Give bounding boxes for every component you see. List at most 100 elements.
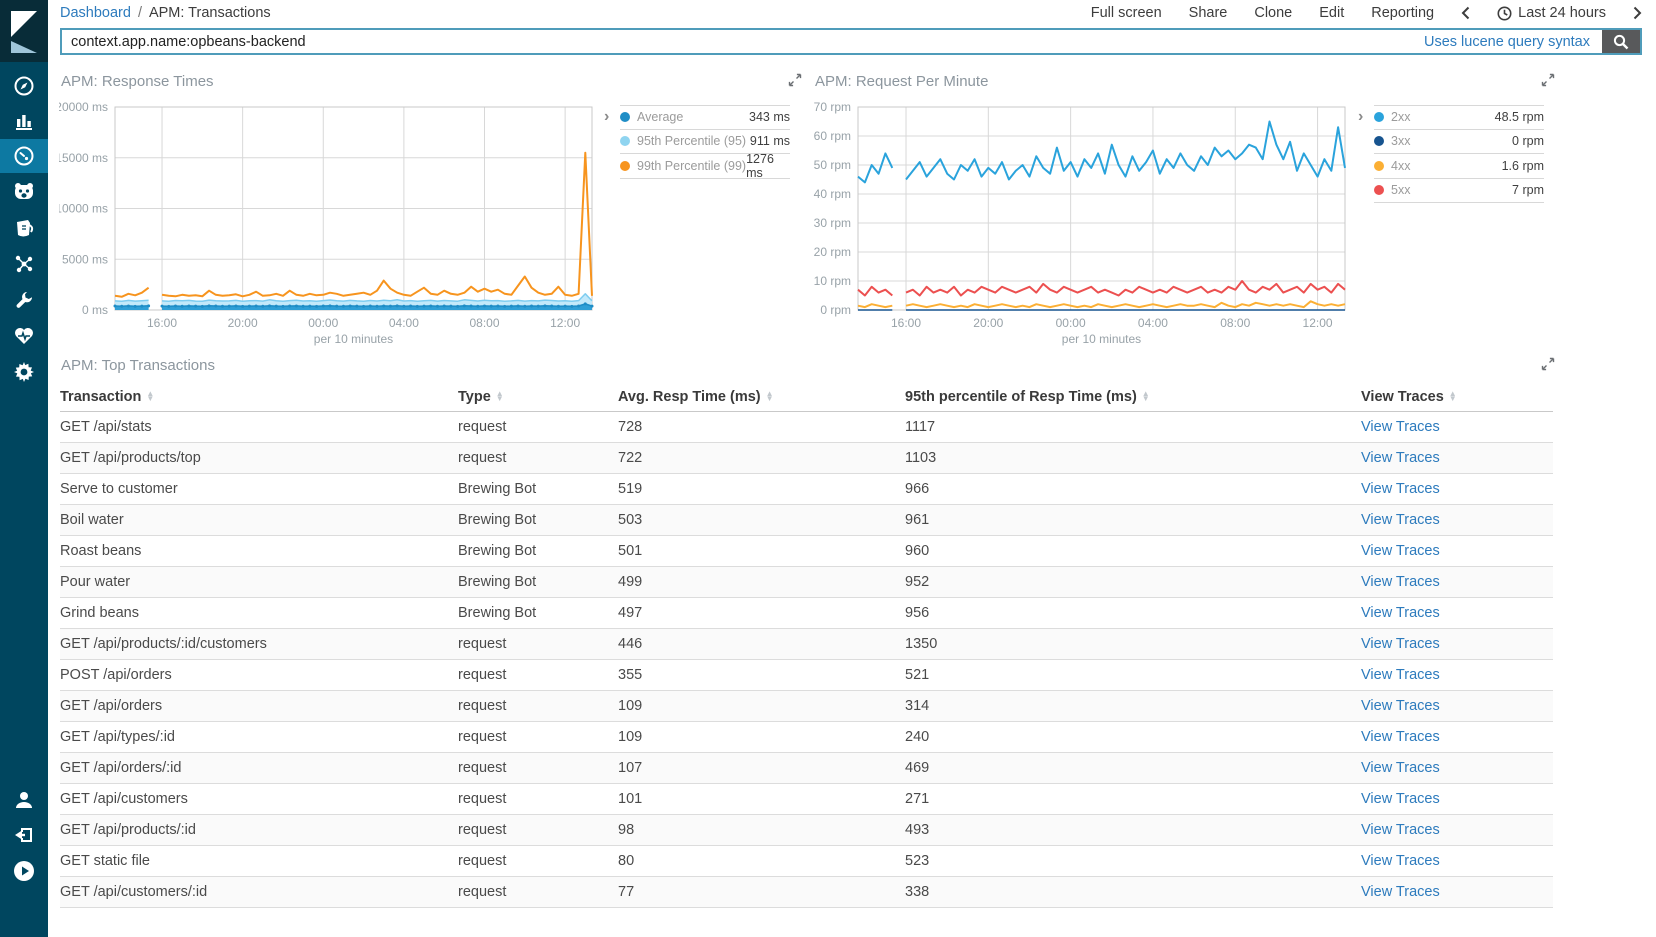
cell-type: request xyxy=(458,450,507,466)
view-traces-link[interactable]: View Traces xyxy=(1361,512,1440,528)
sidebar-item-discover[interactable] xyxy=(0,69,48,103)
cell-transaction: GET static file xyxy=(60,853,150,869)
legend-item-99th-percentile-99-[interactable]: 99th Percentile (99) 1276 ms xyxy=(620,152,790,180)
kibana-logo[interactable] xyxy=(0,0,48,62)
svg-text:00:00: 00:00 xyxy=(1056,316,1086,330)
legend-item-3xx[interactable]: 3xx 0 rpm xyxy=(1374,130,1544,154)
breadcrumb-separator: / xyxy=(137,5,142,21)
sidebar-item-logout[interactable] xyxy=(0,818,48,852)
legend-color-dot xyxy=(620,112,630,123)
cell-type: request xyxy=(458,760,507,776)
sidebar-item-dashboard[interactable] xyxy=(0,139,48,173)
view-traces-link[interactable]: View Traces xyxy=(1361,822,1440,838)
fullscreen-button[interactable]: Full screen xyxy=(1090,5,1162,21)
sidebar-item-pipelines[interactable] xyxy=(0,211,48,245)
view-traces-link[interactable]: View Traces xyxy=(1361,481,1440,497)
view-traces-link[interactable]: View Traces xyxy=(1361,791,1440,807)
view-traces-link[interactable]: View Traces xyxy=(1361,729,1440,745)
legend-item-5xx[interactable]: 5xx 7 rpm xyxy=(1374,179,1544,203)
app-sidebar xyxy=(0,0,48,937)
view-traces-link[interactable]: View Traces xyxy=(1361,543,1440,559)
sidebar-item-visualize[interactable] xyxy=(0,104,48,138)
collapse-play-icon xyxy=(14,861,34,881)
legend-item-average[interactable]: Average 343 ms xyxy=(620,105,790,130)
cell-transaction: GET /api/products/top xyxy=(60,450,201,466)
legend-toggle-icon[interactable]: › xyxy=(1358,108,1364,125)
view-traces-link[interactable]: View Traces xyxy=(1361,667,1440,683)
sidebar-item-management[interactable] xyxy=(0,355,48,389)
svg-text:10 rpm: 10 rpm xyxy=(814,274,851,288)
sidebar-item-account[interactable] xyxy=(0,783,48,817)
cell-95th-percentile: 960 xyxy=(905,543,930,559)
legend-label: Average xyxy=(637,110,684,125)
search-input[interactable] xyxy=(62,30,1424,53)
expand-panel-icon[interactable] xyxy=(1541,73,1555,87)
sidebar-item-timelion[interactable] xyxy=(0,175,48,209)
column-header-type[interactable]: Type ▲ ▼ xyxy=(458,389,618,405)
legend-toggle-icon[interactable]: › xyxy=(604,108,610,125)
cell-95th-percentile: 952 xyxy=(905,574,930,590)
table-row: GET /api/customers request 101 271 View Trac… xyxy=(60,784,1553,815)
view-traces-link[interactable]: View Traces xyxy=(1361,760,1440,776)
cell-avg-resp-time: 728 xyxy=(618,419,643,435)
user-icon xyxy=(16,792,32,808)
column-header-view-traces[interactable]: View Traces ▲ ▼ xyxy=(1361,389,1553,405)
search-button[interactable] xyxy=(1602,30,1640,53)
sort-icon: ▲ ▼ xyxy=(765,389,774,403)
cell-type: request xyxy=(458,853,507,869)
response-times-legend: › Average 343 ms 95th Percentile (95) 911 m… xyxy=(604,105,790,180)
kibana-logo-icon xyxy=(11,11,37,53)
edit-button[interactable]: Edit xyxy=(1319,5,1345,21)
time-back-button[interactable] xyxy=(1461,6,1470,20)
clone-button[interactable]: Clone xyxy=(1254,5,1293,21)
panel-title-request-per-minute: APM: Request Per Minute xyxy=(815,73,989,90)
table-row: GET /api/orders request 109 314 View Traces xyxy=(60,691,1553,722)
lucene-syntax-link[interactable]: Uses lucene query syntax xyxy=(1423,33,1590,50)
sidebar-collapse-button[interactable] xyxy=(0,854,48,888)
expand-panel-icon[interactable] xyxy=(788,73,802,87)
view-traces-link[interactable]: View Traces xyxy=(1361,884,1440,900)
svg-text:30 rpm: 30 rpm xyxy=(814,216,851,230)
share-button[interactable]: Share xyxy=(1188,5,1228,21)
view-traces-link[interactable]: View Traces xyxy=(1361,574,1440,590)
view-traces-link[interactable]: View Traces xyxy=(1361,605,1440,621)
legend-item-2xx[interactable]: 2xx 48.5 rpm xyxy=(1374,105,1544,130)
sort-icon: ▲ ▼ xyxy=(1141,389,1150,403)
cell-transaction: Roast beans xyxy=(60,543,142,559)
clock-icon xyxy=(1497,6,1512,20)
panel-title-response-times: APM: Response Times xyxy=(61,73,214,90)
view-traces-link[interactable]: View Traces xyxy=(1361,698,1440,714)
svg-text:20:00: 20:00 xyxy=(973,316,1003,330)
breadcrumb-dashboard-link[interactable]: Dashboard xyxy=(60,5,131,21)
response-times-chart[interactable]: 0 ms 5000 ms 10000 ms 15000 ms 20000 ms 16:00… xyxy=(59,95,604,358)
legend-value: 343 ms xyxy=(749,110,790,125)
time-picker-label: Last 24 hours xyxy=(1518,5,1606,21)
column-header-avg-resp-time-ms-[interactable]: Avg. Resp Time (ms) ▲ ▼ xyxy=(618,389,905,405)
view-traces-link[interactable]: View Traces xyxy=(1361,450,1440,466)
sidebar-item-graph[interactable] xyxy=(0,247,48,281)
view-traces-link[interactable]: View Traces xyxy=(1361,636,1440,652)
sidebar-item-dev-tools[interactable] xyxy=(0,283,48,317)
sort-icon: ▲ ▼ xyxy=(146,389,155,403)
cell-type: request xyxy=(458,419,507,435)
view-traces-link[interactable]: View Traces xyxy=(1361,419,1440,435)
pitcher-icon xyxy=(17,220,34,237)
request-per-minute-chart[interactable]: 0 rpm 10 rpm 20 rpm 30 rpm 40 rpm 50 rpm 60 rp… xyxy=(802,95,1357,358)
expand-panel-icon[interactable] xyxy=(1541,357,1555,371)
column-header-95th-percentile-of-resp-time-ms-[interactable]: 95th percentile of Resp Time (ms) ▲ ▼ xyxy=(905,389,1361,405)
sidebar-item-monitoring[interactable] xyxy=(0,319,48,353)
view-traces-link[interactable]: View Traces xyxy=(1361,853,1440,869)
sort-icon: ▲ ▼ xyxy=(495,389,504,403)
legend-item-4xx[interactable]: 4xx 1.6 rpm xyxy=(1374,154,1544,179)
svg-text:20 rpm: 20 rpm xyxy=(814,245,851,259)
column-header-label: 95th percentile of Resp Time (ms) xyxy=(905,388,1137,405)
table-row: GET /api/products/:id request 98 493 View Tr… xyxy=(60,815,1553,846)
column-header-transaction[interactable]: Transaction ▲ ▼ xyxy=(60,389,458,405)
legend-item-95th-percentile-95-[interactable]: 95th Percentile (95) 911 ms xyxy=(620,130,790,154)
svg-text:70 rpm: 70 rpm xyxy=(814,100,851,114)
reporting-button[interactable]: Reporting xyxy=(1371,5,1435,21)
time-picker[interactable]: Last 24 hours xyxy=(1497,5,1606,21)
svg-text:08:00: 08:00 xyxy=(469,316,499,330)
column-header-label: Avg. Resp Time (ms) xyxy=(618,388,761,405)
time-forward-button[interactable] xyxy=(1633,6,1642,20)
